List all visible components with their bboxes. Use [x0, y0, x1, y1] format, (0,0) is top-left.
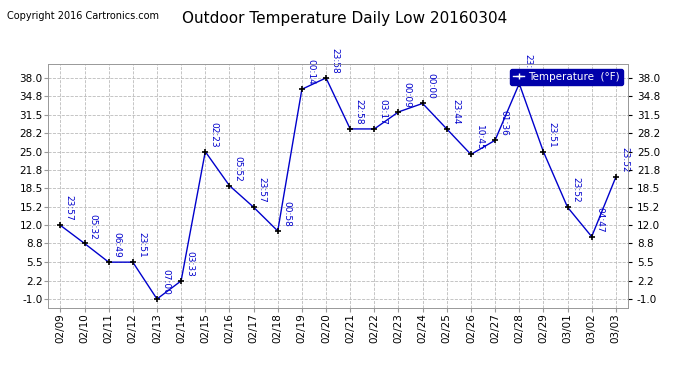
Text: 05:52: 05:52: [234, 156, 243, 182]
Text: 23:57: 23:57: [258, 177, 267, 203]
Text: 22:58: 22:58: [355, 99, 364, 125]
Text: 23:44: 23:44: [451, 99, 460, 125]
Text: Copyright 2016 Cartronics.com: Copyright 2016 Cartronics.com: [7, 11, 159, 21]
Text: 23:51: 23:51: [137, 232, 146, 258]
Text: 23:52: 23:52: [572, 177, 581, 203]
Text: 00:14: 00:14: [306, 59, 315, 85]
Text: 23:51: 23:51: [548, 122, 557, 147]
Text: 06:49: 06:49: [113, 232, 122, 258]
Text: 23:52: 23:52: [620, 147, 629, 173]
Text: 23:51: 23:51: [524, 54, 533, 80]
Text: 04:47: 04:47: [596, 207, 605, 232]
Text: 23:57: 23:57: [65, 195, 74, 221]
Text: 00:58: 00:58: [282, 201, 291, 227]
Text: 07:00: 07:00: [161, 269, 170, 295]
Text: 00:00: 00:00: [427, 74, 436, 99]
Text: 03:33: 03:33: [186, 251, 195, 277]
Text: 02:23: 02:23: [210, 122, 219, 147]
Text: Outdoor Temperature Daily Low 20160304: Outdoor Temperature Daily Low 20160304: [182, 11, 508, 26]
Text: 00:09: 00:09: [403, 82, 412, 108]
Text: 05:32: 05:32: [89, 213, 98, 239]
Text: 10:45: 10:45: [475, 124, 484, 150]
Text: 03:17: 03:17: [379, 99, 388, 125]
Legend: Temperature  (°F): Temperature (°F): [510, 69, 622, 85]
Text: 23:58: 23:58: [331, 48, 339, 74]
Text: 01:36: 01:36: [500, 110, 509, 136]
